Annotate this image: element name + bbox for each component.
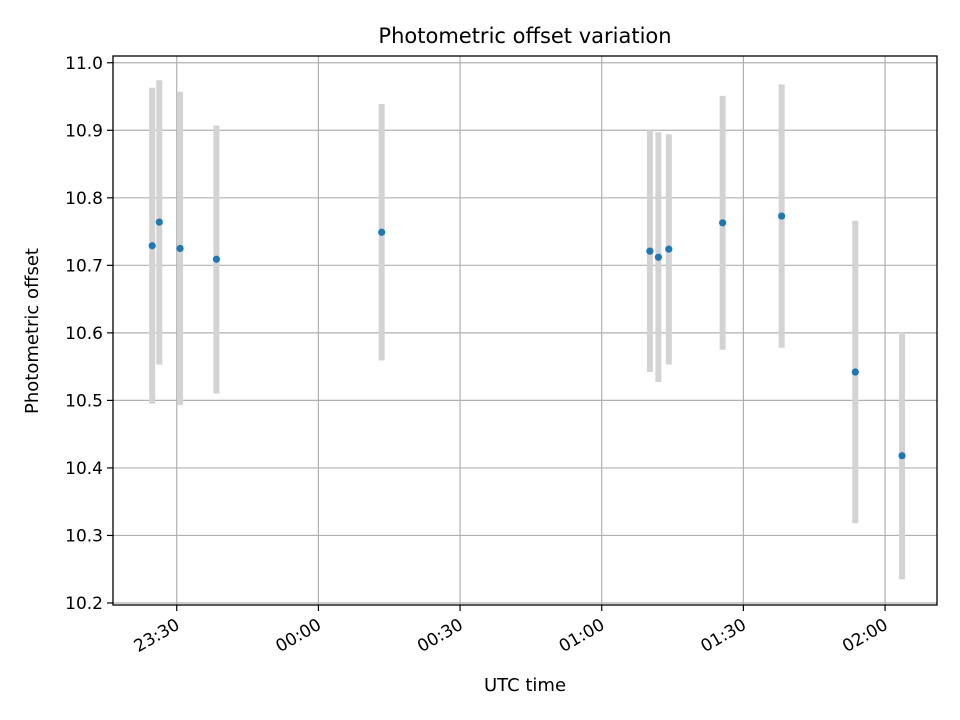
y-tick-label: 10.9 xyxy=(65,121,103,141)
y-axis-label: Photometric offset xyxy=(22,248,43,414)
y-tick-label: 10.5 xyxy=(65,391,103,411)
data-point xyxy=(851,368,859,376)
data-point xyxy=(654,253,662,261)
y-tick-label: 10.4 xyxy=(65,459,103,479)
data-point xyxy=(155,218,163,226)
grid-lines xyxy=(113,56,937,605)
y-tick-label: 10.7 xyxy=(65,256,103,276)
y-tick-label: 11.0 xyxy=(65,54,103,74)
y-tick-label: 10.6 xyxy=(65,324,103,344)
y-axis-ticks: 10.2 10.3 10.4 10.5 10.6 10.7 10.8 10.9 11.0 xyxy=(65,54,113,614)
data-point xyxy=(148,242,156,250)
plot-frame xyxy=(112,55,938,606)
data-point xyxy=(719,219,727,227)
data-points xyxy=(148,212,906,460)
data-point xyxy=(665,245,673,253)
data-point xyxy=(378,228,386,236)
data-point xyxy=(778,212,786,220)
y-tick-label: 10.2 xyxy=(65,594,103,614)
chart-title: Photometric offset variation xyxy=(378,24,671,48)
data-point xyxy=(212,255,221,263)
data-point xyxy=(646,247,654,255)
x-axis-label: UTC time xyxy=(484,675,566,696)
y-tick-label: 10.8 xyxy=(65,189,103,209)
data-point xyxy=(176,244,184,253)
data-point xyxy=(898,452,906,460)
y-tick-label: 10.3 xyxy=(65,526,103,546)
